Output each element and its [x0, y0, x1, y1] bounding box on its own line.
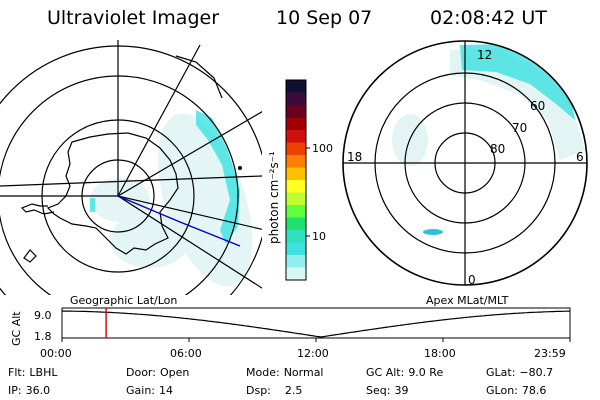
header-time: 02:08:42 UT: [430, 7, 547, 29]
altitude-plot-frame: [61, 307, 571, 339]
colorbar-segment: [286, 130, 306, 143]
colorbar-segment: [286, 117, 306, 131]
geographic-map: [0, 40, 262, 295]
altitude-tick-min: 1.8: [34, 330, 52, 343]
colorbar-segment: [286, 167, 306, 181]
colorbar-segment: [286, 255, 306, 268]
sun-marker: [238, 166, 242, 170]
mlt-label-6: 6: [576, 150, 584, 164]
mlat-label-80: 80: [490, 142, 505, 156]
time-axis: 00:00 06:00 12:00 18:00 23:59: [40, 338, 571, 360]
status-seq: Seq: 39: [366, 384, 408, 397]
mlat-label-70: 70: [512, 121, 527, 135]
aurora-oval-left: [90, 110, 240, 244]
colorbar-scale: [286, 80, 306, 281]
status-mode: Mode: Normal: [246, 366, 324, 379]
coastline-peninsula: [20, 203, 55, 215]
coastline-south-america: [23, 249, 37, 263]
colorbar-label-100: 100: [312, 142, 333, 155]
altitude-axis-label: GC Alt: [10, 311, 23, 346]
app-title: Ultraviolet Imager: [47, 7, 219, 29]
meridians: [0, 40, 262, 289]
colorbar-segment: [286, 80, 306, 93]
coastline-antarctica: [46, 132, 179, 255]
mlt-label-0: 0: [468, 273, 476, 287]
mlt-label-18: 18: [347, 150, 362, 164]
colorbar-label-10: 10: [312, 230, 326, 243]
footprint-track: [117, 195, 241, 247]
time-tick-label: 00:00: [40, 347, 72, 360]
colorbar: 100 10 photon cm⁻²s⁻¹: [267, 79, 333, 281]
colorbar-unit: photon cm⁻²s⁻¹: [267, 151, 281, 244]
colorbar-segment: [286, 267, 306, 281]
colorbar-segment: [286, 192, 306, 206]
status-dsp: Dsp: 2.5: [246, 384, 302, 397]
colorbar-segment: [286, 92, 306, 106]
altitude-curve: [61, 310, 571, 338]
status-flt: Flt: LBHL: [8, 366, 58, 379]
coastline-australia: [175, 55, 223, 99]
time-tick-label: 06:00: [170, 347, 202, 360]
status-gain: Gain: 14: [126, 384, 173, 397]
altitude-tick-max: 9.0: [34, 309, 52, 322]
aurora-emission-right: [392, 44, 585, 235]
aurora-emission-left: [90, 113, 253, 287]
status-glon: GLon: 78.6: [486, 384, 546, 397]
colorbar-segment: [286, 217, 306, 231]
status-glat: GLat: −80.7: [486, 366, 553, 379]
header-date: 10 Sep 07: [276, 7, 372, 29]
status-gc-alt: GC Alt: 9.0 Re: [366, 366, 443, 379]
colorbar-segment: [286, 205, 306, 218]
right-map-label: Apex MLat/MLT: [426, 294, 509, 307]
colorbar-segment: [286, 105, 306, 118]
mlat-label-60: 60: [530, 99, 545, 113]
altitude-plot: GC Alt 9.0 1.8 00:00 06:00 12:00 18:00 23:59: [10, 307, 571, 360]
time-tick-label: 18:00: [424, 347, 456, 360]
time-tick-label: 12:00: [297, 347, 329, 360]
terminator-line: [0, 175, 262, 187]
colorbar-segment: [286, 242, 306, 256]
status-door: Door: Open: [126, 366, 189, 379]
status-panel: Flt: LBHL Door: Open Mode: Normal GC Alt: 9.…: [8, 366, 553, 397]
status-ip: IP: 36.0: [8, 384, 50, 397]
colorbar-segment: [286, 142, 306, 156]
mlt-label-12: 12: [477, 48, 492, 62]
colorbar-frame: [285, 79, 307, 281]
colorbar-segment: [286, 230, 306, 243]
colorbar-segment: [286, 180, 306, 193]
colorbar-segment: [286, 155, 306, 168]
left-map-label: Geographic Lat/Lon: [70, 294, 177, 307]
magnetic-map: 12 18 6 0 60 70 80: [342, 40, 588, 287]
time-tick-label: 23:59: [534, 347, 566, 360]
